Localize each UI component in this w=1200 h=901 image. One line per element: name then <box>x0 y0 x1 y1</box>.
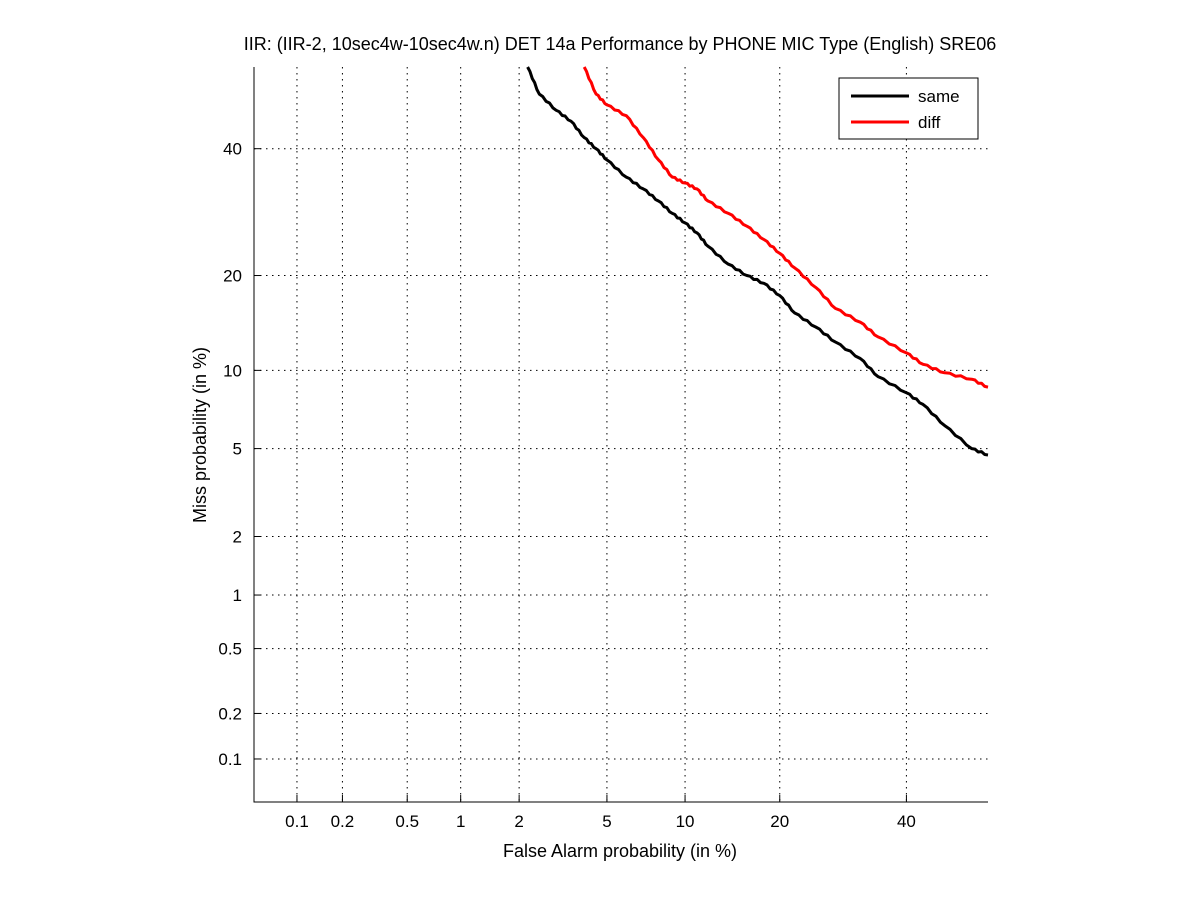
y-tick-label: 0.5 <box>218 640 242 659</box>
series-line-diff <box>582 66 989 389</box>
chart-title: IIR: (IIR-2, 10sec4w-10sec4w.n) DET 14a … <box>244 34 997 54</box>
y-axis-ticks: 0.1 0.2 0.5 1 2 5 10 20 40 <box>218 140 261 769</box>
x-tick-label: 1 <box>456 812 465 831</box>
series-line-same <box>526 66 989 457</box>
plot-area <box>254 67 988 802</box>
x-tick-label: 0.2 <box>331 812 355 831</box>
x-tick-label: 40 <box>897 812 916 831</box>
y-tick-label: 10 <box>223 361 242 380</box>
x-tick-label: 10 <box>676 812 695 831</box>
y-axis-title: Miss probability (in %) <box>190 347 210 523</box>
x-tick-label: 2 <box>514 812 523 831</box>
grid <box>254 67 988 802</box>
x-tick-label: 0.1 <box>285 812 309 831</box>
x-axis-title: False Alarm probability (in %) <box>503 841 737 861</box>
y-tick-label: 40 <box>223 140 242 159</box>
legend-label-diff: diff <box>918 113 941 132</box>
y-tick-label: 0.1 <box>218 750 242 769</box>
y-tick-label: 0.2 <box>218 704 242 723</box>
x-tick-label: 0.5 <box>395 812 419 831</box>
y-tick-label: 2 <box>233 528 242 547</box>
legend-label-same: same <box>918 87 960 106</box>
y-tick-label: 20 <box>223 267 242 286</box>
y-tick-label: 5 <box>233 440 242 459</box>
x-tick-label: 5 <box>602 812 611 831</box>
axes-frame <box>253 67 988 803</box>
legend-box <box>838 77 979 140</box>
series-layer <box>526 66 989 457</box>
x-tick-label: 20 <box>770 812 789 831</box>
y-tick-label: 1 <box>233 586 242 605</box>
x-axis-ticks: 0.1 0.2 0.5 1 2 5 10 20 40 <box>285 795 916 831</box>
legend: same diff <box>838 77 979 140</box>
